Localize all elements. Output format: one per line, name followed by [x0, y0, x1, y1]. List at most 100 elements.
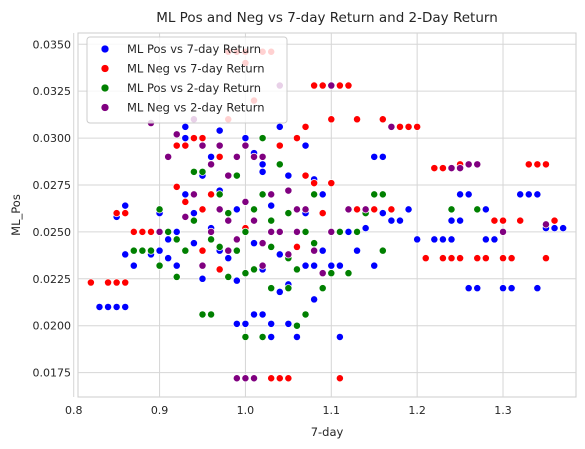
chart-title: ML Pos and Neg vs 7-day Return and 2-Day…: [156, 10, 498, 26]
data-point: [438, 254, 447, 263]
data-point: [267, 201, 276, 210]
data-point: [155, 205, 164, 214]
data-point: [198, 274, 207, 283]
x-tick-label: 0.8: [65, 404, 83, 417]
data-point: [232, 374, 241, 383]
data-point: [378, 190, 387, 199]
data-point: [189, 190, 198, 199]
legend-marker: [100, 64, 110, 73]
data-point: [258, 261, 267, 270]
data-point: [258, 239, 267, 248]
x-tick-label: 0.9: [151, 404, 169, 417]
data-point: [155, 227, 164, 236]
data-point: [275, 227, 284, 236]
data-point: [207, 235, 216, 244]
data-point: [112, 209, 121, 218]
data-point: [121, 302, 130, 311]
data-point: [370, 152, 379, 161]
data-point: [172, 261, 181, 270]
data-point: [129, 246, 138, 255]
data-point: [464, 160, 473, 169]
data-point: [267, 242, 276, 251]
data-point: [207, 190, 216, 199]
data-point: [499, 284, 507, 293]
data-point: [499, 227, 507, 236]
data-point: [232, 319, 241, 328]
data-point: [481, 254, 490, 263]
data-point: [215, 126, 224, 135]
data-point: [559, 224, 568, 233]
data-point: [224, 254, 233, 263]
data-point: [189, 167, 198, 176]
y-tick-label: 0.0275: [33, 179, 72, 192]
data-point: [447, 216, 456, 225]
data-point: [438, 235, 447, 244]
data-point: [104, 302, 113, 311]
data-point: [138, 246, 147, 255]
data-point: [387, 122, 396, 131]
data-point: [181, 212, 190, 221]
data-point: [267, 227, 276, 236]
data-point: [198, 261, 207, 270]
data-point: [421, 254, 430, 263]
data-point: [207, 160, 216, 169]
data-point: [181, 246, 190, 255]
legend-box: [86, 36, 288, 124]
data-point: [473, 160, 482, 169]
data-point: [224, 171, 233, 180]
data-point: [164, 227, 173, 236]
data-point: [473, 284, 482, 293]
data-point: [447, 235, 456, 244]
data-point: [172, 235, 181, 244]
data-point: [490, 235, 499, 244]
data-point: [198, 310, 207, 319]
data-point: [172, 141, 181, 150]
data-point: [172, 130, 181, 139]
y-tick-label: 0.0200: [33, 320, 72, 333]
data-point: [301, 171, 310, 180]
data-point: [430, 164, 439, 173]
legend-entry-label: ML Pos vs 2-day Return: [127, 81, 261, 95]
data-point: [232, 171, 241, 180]
y-tick-label: 0.0250: [33, 226, 72, 239]
x-tick-label: 1.1: [323, 404, 341, 417]
data-point: [189, 209, 198, 218]
data-point: [310, 179, 319, 188]
series-4: [147, 81, 550, 383]
data-point: [344, 227, 353, 236]
data-point: [224, 216, 233, 225]
data-point: [533, 190, 542, 199]
legend: ML Pos vs 7-day Return ML Neg vs 7-day Re…: [86, 36, 288, 124]
data-point: [481, 235, 490, 244]
data-point: [335, 261, 344, 270]
data-point: [447, 254, 456, 263]
data-point: [121, 201, 130, 210]
legend-marker: [100, 44, 110, 54]
legend-entry-label: ML Neg vs 7-day Return: [127, 62, 265, 76]
data-point: [258, 310, 267, 319]
data-point: [447, 164, 456, 173]
data-point: [327, 115, 336, 124]
data-point: [301, 141, 310, 150]
data-point: [241, 141, 250, 150]
data-point: [250, 216, 258, 225]
legend-marker: [100, 103, 110, 112]
data-point: [327, 261, 336, 270]
data-point: [335, 227, 344, 236]
data-point: [344, 269, 353, 278]
data-point: [301, 261, 310, 270]
data-point: [284, 374, 293, 383]
data-point: [481, 205, 490, 214]
data-point: [301, 122, 310, 131]
y-axis-ticks: 0.0175 0.0200 0.0225 0.0250 0.0275 0.0300 0.03…: [33, 38, 72, 379]
data-point: [147, 246, 155, 255]
data-point: [335, 81, 344, 90]
data-point: [224, 246, 233, 255]
data-point: [121, 278, 130, 287]
data-point: [464, 190, 473, 199]
data-point: [516, 216, 525, 225]
data-point: [541, 254, 550, 263]
series-3: [129, 134, 482, 341]
data-point: [378, 246, 387, 255]
data-point: [86, 278, 95, 287]
